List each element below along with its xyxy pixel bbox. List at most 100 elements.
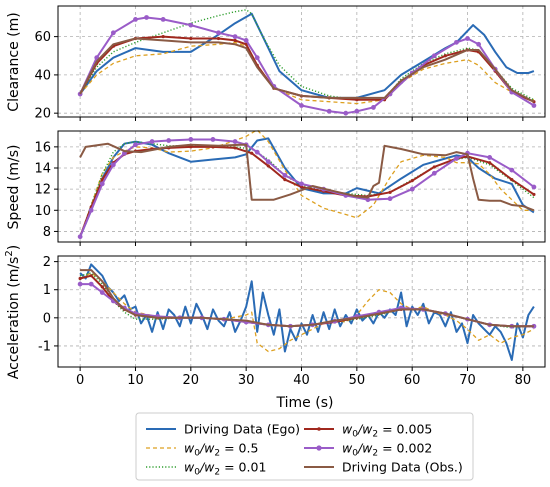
- clearance-panel: 20 40 60: [34, 5, 546, 122]
- point-w-0-w-2-0-005: [233, 38, 237, 43]
- point-w-0-w-2-0-005: [189, 36, 193, 41]
- series-w-0-w-2-0-005: [79, 145, 535, 238]
- xtick-label: 70: [459, 373, 476, 388]
- point-w-0-w-2-0-005: [510, 178, 514, 182]
- point-w-0-w-2-0-002: [299, 103, 304, 108]
- legend-label-w-0-w-2-0-01: w0/w2 = 0.01: [184, 460, 266, 478]
- point-w-0-w-2-0-002: [476, 41, 481, 47]
- point-w-0-w-2-0-005: [432, 165, 436, 169]
- point-w-0-w-2-0-002: [77, 281, 83, 287]
- point-w-0-w-2-0-005: [355, 98, 359, 102]
- point-w-0-w-2-0-005: [233, 146, 237, 150]
- series-w-0-w-2-0-5: [79, 129, 534, 237]
- point-w-0-w-2-0-005: [250, 151, 254, 155]
- point-w-0-w-2-0-005: [488, 161, 492, 165]
- ylabel-accel-text: Acceleration (m/s: [6, 257, 22, 380]
- point-w-0-w-2-0-002: [110, 162, 116, 168]
- xtick-label: 20: [183, 373, 200, 388]
- point-w-0-w-2-0-005: [100, 178, 104, 182]
- series-driving-data-obs: [79, 37, 535, 103]
- point-w-0-w-2-0-002: [160, 16, 166, 22]
- point-w-0-w-2-0-002: [149, 139, 155, 144]
- point-w-0-w-2-0-002: [454, 39, 459, 45]
- point-w-0-w-2-0-002: [509, 167, 515, 173]
- ylabel-accel-close: ): [6, 245, 22, 250]
- ytick-label: 40: [34, 68, 51, 83]
- point-w-0-w-2-0-002: [387, 196, 393, 202]
- ytick-label: 14: [34, 162, 51, 177]
- series-w-0-w-2-0-01: [79, 9, 535, 101]
- point-w-0-w-2-0-002: [188, 22, 194, 28]
- point-w-0-w-2-0-005: [266, 164, 270, 168]
- xtick-label: 30: [238, 373, 255, 388]
- ytick-label: 16: [34, 140, 51, 155]
- point-w-0-w-2-0-002: [365, 197, 371, 203]
- series-driving-data-obs: [80, 269, 534, 328]
- point-w-0-w-2-0-005: [410, 179, 414, 183]
- point-w-0-w-2-0-002: [243, 38, 249, 43]
- point-w-0-w-2-0-002: [454, 156, 459, 161]
- point-w-0-w-2-0-002: [531, 103, 537, 108]
- ytick-label: 8: [43, 225, 51, 240]
- point-w-0-w-2-0-005: [161, 35, 165, 39]
- point-w-0-w-2-0-005: [443, 54, 447, 58]
- xtick-label: 60: [404, 373, 421, 388]
- xlabel: Time (s): [276, 395, 334, 411]
- ylabel-speed: Speed (m/s): [6, 145, 22, 230]
- point-w-0-w-2-0-002: [144, 15, 149, 20]
- point-w-0-w-2-0-002: [531, 184, 537, 190]
- speed-panel: 8 10 12 14 16: [34, 129, 546, 246]
- ytick-label: 60: [34, 30, 51, 45]
- point-w-0-w-2-0-002: [216, 30, 221, 36]
- ytick-label: 1: [43, 283, 51, 298]
- point-w-0-w-2-0-002: [88, 207, 94, 213]
- point-w-0-w-2-0-002: [409, 186, 415, 192]
- ytick-label: 2: [43, 255, 51, 270]
- ytick-label: -1: [38, 339, 51, 354]
- xtick-label: 10: [127, 373, 144, 388]
- point-w-0-w-2-0-002: [465, 36, 470, 41]
- point-w-0-w-2-0-002: [232, 34, 238, 40]
- point-w-0-w-2-0-002: [431, 170, 437, 176]
- ytick-label: 20: [34, 107, 51, 122]
- point-w-0-w-2-0-002: [254, 55, 260, 61]
- point-w-0-w-2-0-002: [254, 149, 260, 155]
- ytick-label: 12: [34, 183, 51, 198]
- xtick-label: 40: [293, 373, 310, 388]
- point-w-0-w-2-0-002: [88, 281, 94, 287]
- xtick-label: 80: [515, 373, 532, 388]
- point-w-0-w-2-0-002: [77, 234, 83, 240]
- point-w-0-w-2-0-002: [299, 181, 304, 187]
- point-w-0-w-2-0-005: [532, 192, 536, 197]
- point-w-0-w-2-0-005: [100, 285, 104, 289]
- legend-label-w-0-w-2-0-002: w0/w2 = 0.002: [342, 441, 432, 459]
- point-w-0-w-2-0-002: [188, 137, 194, 142]
- point-w-0-w-2-0-002: [343, 110, 349, 116]
- ytick-label: 0: [43, 311, 51, 326]
- point-w-0-w-2-0-002: [326, 108, 332, 114]
- point-w-0-w-2-0-002: [232, 139, 238, 144]
- series-w-0-w-2-0-5: [79, 41, 535, 105]
- point-w-0-w-2-0-002: [265, 159, 271, 165]
- point-w-0-w-2-0-005: [299, 185, 304, 189]
- xtick-label: 0: [76, 373, 84, 388]
- point-w-0-w-2-0-002: [99, 181, 105, 187]
- point-w-0-w-2-0-002: [431, 53, 437, 59]
- point-w-0-w-2-0-005: [388, 190, 392, 194]
- ylabel-accel-sup: 2: [4, 250, 15, 256]
- point-w-0-w-2-0-005: [189, 145, 193, 149]
- point-w-0-w-2-0-002: [354, 108, 360, 114]
- xtick-label: 50: [349, 373, 366, 388]
- point-w-0-w-2-0-002: [210, 137, 216, 142]
- ytick-label: 10: [34, 204, 51, 219]
- ylabel-acceleration: Acceleration (m/s2): [4, 245, 22, 379]
- series-driving-data-obs: [79, 142, 535, 212]
- point-w-0-w-2-0-002: [166, 138, 172, 143]
- legend-label-w-0-w-2-0-005: w0/w2 = 0.005: [342, 422, 432, 440]
- legend-label-driving-data-obs: Driving Data (Obs.): [342, 460, 463, 475]
- legend-label-driving-data-ego: Driving Data (Ego): [184, 422, 300, 437]
- point-w-0-w-2-0-005: [216, 36, 221, 41]
